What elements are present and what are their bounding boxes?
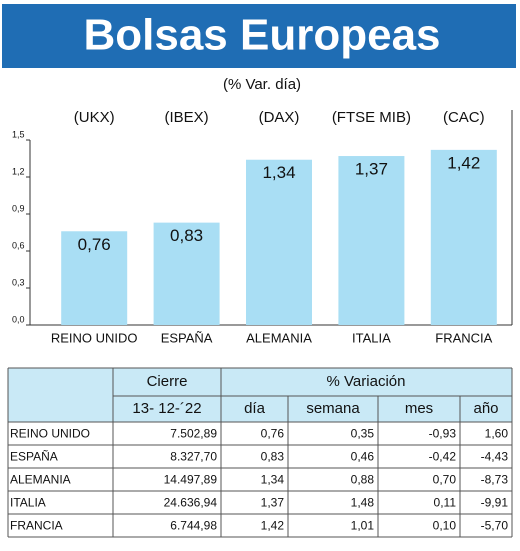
ticker-label: (CAC) [443, 109, 485, 126]
table-subheader-cell: semana [306, 400, 360, 417]
x-tick-label: ALEMANIA [246, 330, 312, 345]
table-cell: 1,42 [261, 519, 285, 533]
x-tick-label: ESPAÑA [161, 330, 213, 345]
y-tick-label: 0,9 [12, 203, 25, 213]
table-cell: -9,91 [481, 496, 509, 510]
table-cell: 0,11 [434, 496, 457, 510]
table-subheader-cell: mes [405, 400, 433, 417]
x-tick-label: FRANCIA [435, 330, 492, 345]
bar [338, 156, 405, 325]
table-cell: -0,42 [429, 450, 457, 464]
x-tick-label: REINO UNIDO [51, 330, 138, 345]
table-subheader-cell: 13- 12-´22 [132, 400, 201, 417]
table-cell: 0,76 [261, 427, 285, 441]
ticker-label: (UKX) [74, 109, 115, 126]
table-cell: -8,73 [481, 473, 509, 487]
bar [246, 159, 312, 325]
y-tick-label: 0,6 [12, 240, 25, 250]
table-subheader-cell: día [244, 400, 266, 417]
value-label: 0,76 [78, 235, 111, 254]
table-cell: FRANCIA [10, 519, 63, 533]
table-cell: 1,48 [351, 496, 375, 510]
table-cell: 0,46 [351, 450, 375, 464]
table-cell: ALEMANIA [10, 473, 71, 487]
table-cell: 0,10 [433, 519, 457, 533]
table-cell: 6.744,98 [170, 519, 217, 533]
bar [153, 222, 220, 325]
table-cell: -5,70 [481, 519, 509, 533]
table-cell: 24.636,94 [164, 496, 218, 510]
ticker-label: (FTSE MIB) [332, 109, 411, 126]
table-cell: ITALIA [10, 496, 46, 510]
ticker-label: (DAX) [259, 109, 300, 126]
table-cell: 1,60 [485, 427, 509, 441]
value-label: 1,37 [355, 160, 388, 179]
table-cell: 1,01 [351, 519, 375, 533]
table-cell: 0,35 [351, 427, 375, 441]
value-label: 1,34 [262, 163, 295, 182]
value-label: 1,42 [447, 153, 480, 172]
table-cell: 7.502,89 [170, 427, 217, 441]
table-cell: 0,70 [433, 473, 457, 487]
value-label: 0,83 [170, 226, 203, 245]
table-header-cell: % Variación [327, 373, 406, 390]
table-header [8, 368, 512, 422]
chart-title: Bolsas Europeas [83, 11, 440, 60]
ticker-label: (IBEX) [165, 109, 209, 126]
table-cell: ESPAÑA [10, 450, 58, 464]
table-cell: -4,43 [481, 450, 509, 464]
y-tick-label: 1,5 [12, 129, 25, 139]
x-tick-label: ITALIA [352, 330, 391, 345]
table-header-cell: Cierre [147, 373, 188, 390]
table-cell: 14.497,89 [164, 473, 218, 487]
y-tick-label: 0,0 [12, 314, 25, 324]
table-cell: -0,93 [429, 427, 457, 441]
y-tick-label: 1,2 [12, 166, 25, 176]
bar [61, 231, 128, 325]
y-tick-label: 0,3 [12, 277, 25, 287]
table-cell: 8.327,70 [170, 450, 217, 464]
chart-subtitle: (% Var. día) [223, 76, 301, 93]
table-cell: 1,34 [261, 473, 285, 487]
table-cell: 1,37 [261, 496, 285, 510]
table-subheader-cell: año [473, 400, 498, 417]
bar [430, 149, 497, 325]
table-cell: REINO UNIDO [10, 427, 90, 441]
title-bar [2, 4, 516, 68]
table-cell: 0,88 [351, 473, 375, 487]
table-cell: 0,83 [261, 450, 285, 464]
